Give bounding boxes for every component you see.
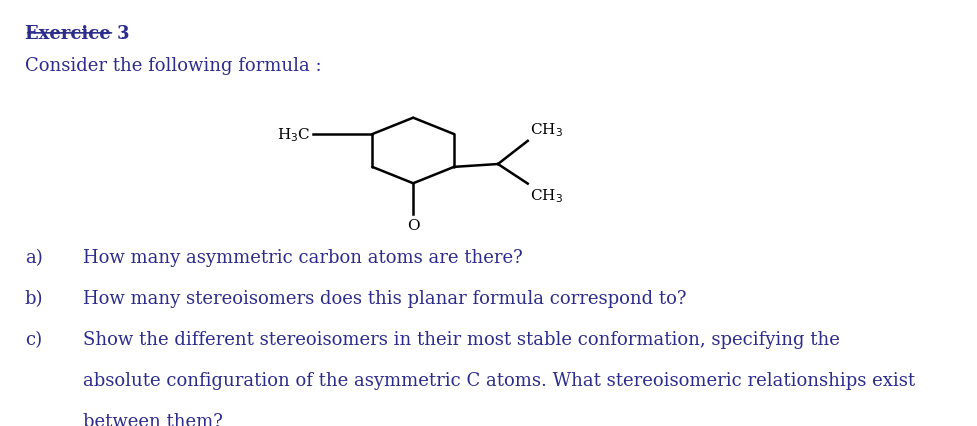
Text: H$_3$C: H$_3$C (276, 126, 310, 144)
Text: absolute configuration of the asymmetric C atoms. What stereoisomeric relationsh: absolute configuration of the asymmetric… (83, 371, 914, 389)
Text: Show the different stereoisomers in their most stable conformation, specifying t: Show the different stereoisomers in thei… (83, 331, 839, 348)
Text: How many stereoisomers does this planar formula correspond to?: How many stereoisomers does this planar … (83, 290, 686, 308)
Text: c): c) (24, 331, 42, 348)
Text: O: O (406, 218, 419, 232)
Text: CH$_3$: CH$_3$ (530, 187, 563, 204)
Text: a): a) (24, 249, 43, 267)
Text: CH$_3$: CH$_3$ (530, 121, 563, 139)
Text: How many asymmetric carbon atoms are there?: How many asymmetric carbon atoms are the… (83, 249, 522, 267)
Text: Exercice 3: Exercice 3 (24, 25, 129, 43)
Text: Consider the following formula :: Consider the following formula : (24, 57, 321, 75)
Text: between them?: between them? (83, 412, 223, 426)
Text: :: : (114, 25, 126, 43)
Text: b): b) (24, 290, 43, 308)
